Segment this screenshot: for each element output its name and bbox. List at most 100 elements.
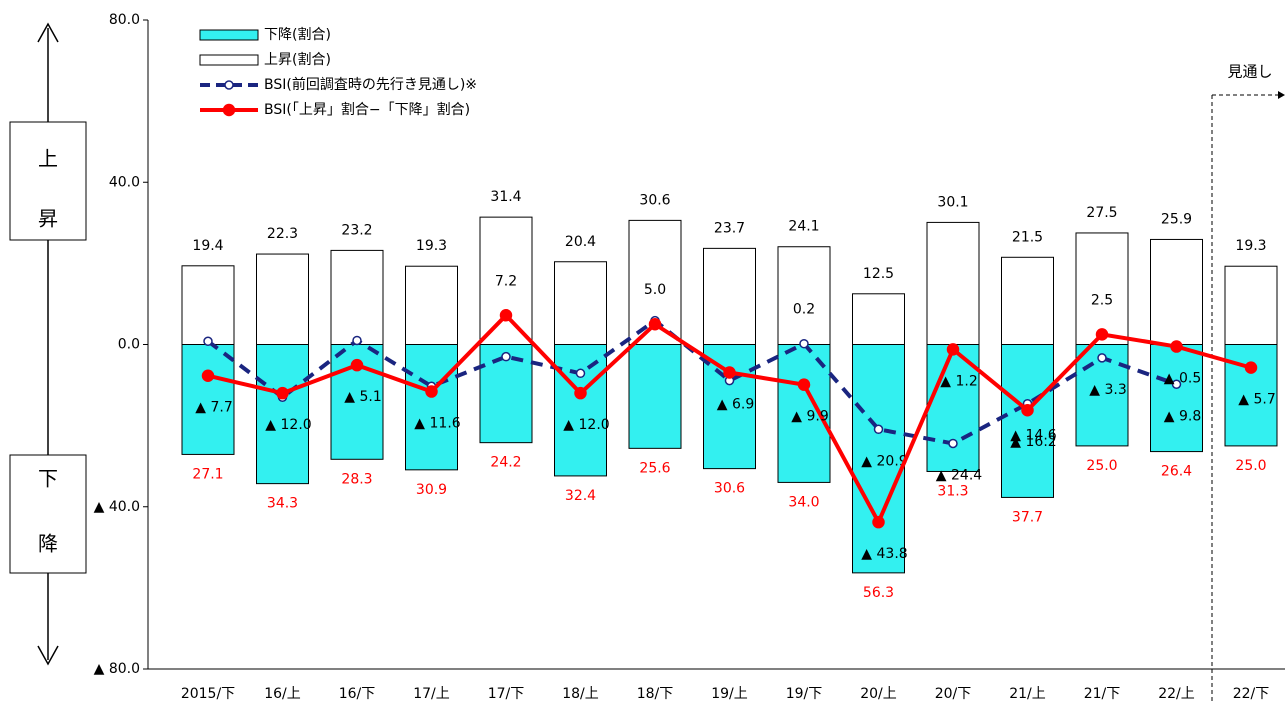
line-marker [723, 366, 736, 379]
bar [479, 216, 533, 345]
line-marker [648, 317, 662, 331]
x-tick-label: 17/下 [488, 686, 525, 702]
bar [256, 344, 309, 485]
line-marker [799, 338, 809, 349]
bar-label: 30.9 [416, 482, 447, 498]
bar-label: 26.4 [1161, 464, 1192, 480]
bar [1001, 344, 1054, 498]
legend-swatch [199, 29, 259, 41]
line-label: 0.2 [793, 302, 815, 318]
line-label: ▲ 16.2 [1010, 434, 1056, 450]
line-marker [350, 358, 364, 372]
bar-label: 30.1 [937, 194, 968, 210]
legend-label: BSI(前回調査時の先行き見通し)※ [264, 76, 477, 93]
bar [926, 221, 980, 345]
bar-label: 21.5 [1012, 229, 1043, 245]
side-box [9, 121, 87, 241]
line-label: ▲ 11.6 [414, 416, 460, 432]
line-marker [797, 378, 811, 391]
line-marker [352, 335, 362, 346]
bar-label: 19.3 [416, 238, 447, 254]
line-label: ▲ 0.5 [1164, 371, 1201, 387]
bar-label: 28.3 [341, 471, 372, 487]
line-marker [203, 336, 213, 347]
line-label: ▲ 5.1 [344, 389, 381, 405]
bar-label: 25.0 [1235, 458, 1266, 474]
line-label: ▲ 9.8 [1164, 408, 1201, 424]
line-marker [1244, 361, 1258, 374]
bar-label: 30.6 [639, 192, 670, 208]
line-marker [1095, 328, 1109, 341]
bar [554, 261, 607, 345]
x-tick-label: 21/下 [1084, 686, 1121, 702]
line-marker [872, 515, 885, 529]
line-label: ▲ 12.0 [563, 417, 609, 433]
bar-label: 24.1 [788, 219, 819, 235]
x-tick-label: 20/下 [935, 686, 972, 702]
forecast-arrow-head [1278, 91, 1285, 99]
bar-label: 23.2 [341, 222, 372, 238]
bar-label: 20.4 [565, 234, 596, 250]
line-marker [201, 369, 215, 382]
line-label: ▲ 20.9 [861, 453, 907, 469]
x-tick-label: 21/上 [1009, 686, 1046, 702]
line-marker [501, 351, 511, 362]
legend-label: 下降(割合) [264, 26, 331, 43]
line-label: 2.5 [1091, 292, 1113, 308]
line-marker [1097, 353, 1107, 363]
bar-label: 25.6 [639, 460, 670, 476]
x-tick-label: 22/上 [1158, 686, 1195, 702]
y-tick-label: 40.0 [109, 174, 140, 190]
y-tick-label: ▲ 40.0 [94, 499, 140, 515]
side-label: 昇 [38, 207, 58, 231]
bar [1224, 265, 1278, 346]
bar [554, 344, 607, 477]
bar [256, 253, 309, 345]
legend-label: BSI(「上昇」割合−「下降」割合) [264, 101, 470, 118]
line-label: ▲ 43.8 [861, 546, 907, 562]
x-tick-label: 17/上 [413, 686, 450, 702]
x-tick-label: 22/下 [1233, 686, 1270, 702]
line-label: ▲ 14.6 [1010, 428, 1056, 444]
bar-label: 12.5 [863, 266, 894, 282]
bar-label: 34.3 [267, 496, 298, 512]
line-marker [948, 438, 958, 449]
line-marker [1170, 340, 1183, 353]
side-label: 下 [38, 467, 58, 491]
bar [1150, 238, 1203, 346]
bar [405, 344, 458, 471]
bar-label: 25.9 [1161, 211, 1192, 227]
bar-label: 27.1 [192, 466, 223, 482]
side-arrow-head [37, 22, 59, 43]
bar [852, 344, 905, 574]
bar-label: 25.0 [1086, 458, 1117, 474]
bar [1075, 232, 1129, 345]
bar-label: 31.4 [490, 189, 521, 205]
legend-label: 上昇(割合) [264, 51, 331, 68]
bar [1001, 256, 1054, 345]
line-marker [574, 386, 587, 400]
bar-label: 23.7 [714, 220, 745, 236]
line-label: ▲ 7.7 [195, 400, 232, 416]
bar [330, 249, 384, 346]
bar-label: 27.5 [1086, 205, 1117, 221]
bar-label: 24.2 [490, 455, 521, 471]
bar-label: 34.0 [788, 494, 819, 510]
line-label: ▲ 1.2 [940, 373, 977, 389]
line-marker [425, 385, 438, 398]
line-marker [873, 424, 884, 435]
bar-label: 19.4 [192, 238, 223, 254]
forecast-label: 見通し [1227, 63, 1272, 81]
line-label: ▲ 24.4 [936, 467, 982, 483]
x-tick-label: 2015/下 [181, 686, 235, 702]
bar [777, 246, 831, 345]
line-marker [499, 309, 513, 322]
line-label: ▲ 12.0 [265, 417, 311, 433]
bar-label: 56.3 [863, 585, 894, 601]
line-marker [946, 343, 960, 356]
line-label: ▲ 5.7 [1238, 392, 1275, 408]
y-tick-label: 0.0 [118, 337, 140, 353]
side-label: 降 [38, 532, 58, 556]
legend-marker [224, 80, 234, 90]
